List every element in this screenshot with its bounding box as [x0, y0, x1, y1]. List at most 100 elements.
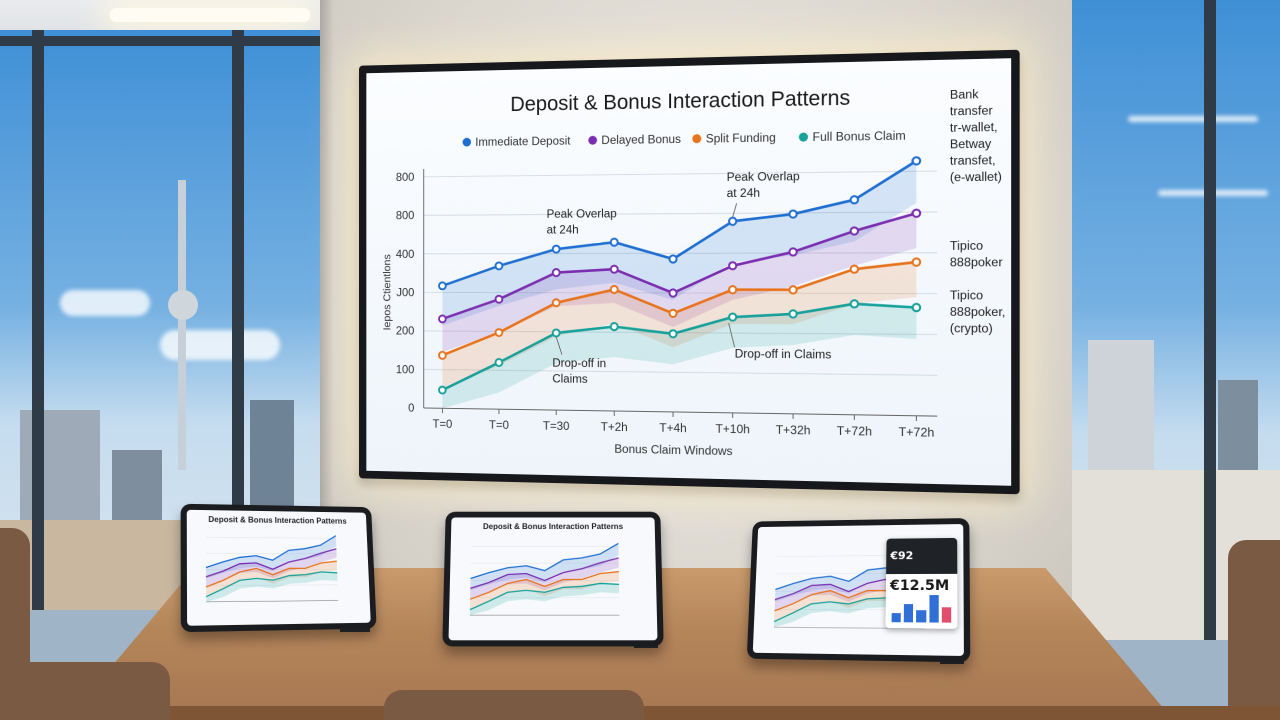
data-point: [851, 265, 858, 272]
data-point: [789, 286, 796, 293]
tablet: Deposit & Bonus Interaction Patterns: [442, 512, 663, 647]
data-point: [729, 313, 736, 320]
data-point: [439, 352, 446, 359]
tablet: Deposit & Bonus Interaction Patterns: [181, 504, 377, 632]
x-tick-label: T+72h: [899, 426, 935, 440]
wall-display: Deposit & Bonus Interaction Patterns Imme…: [359, 50, 1020, 495]
y-tick-label: 800: [396, 209, 415, 222]
x-tick-label: T+10h: [716, 422, 750, 436]
data-point: [553, 269, 560, 276]
annotation-pointer: [733, 203, 737, 217]
kpi-popup-bars: [892, 592, 952, 623]
data-point: [669, 255, 676, 262]
y-tick-label: 400: [396, 248, 415, 261]
kpi-bar: [942, 607, 952, 622]
legend-marker: [799, 132, 808, 141]
y-tick-label: 800: [396, 171, 415, 184]
annotation-label: at 24h: [547, 223, 579, 236]
x-axis: [424, 408, 938, 416]
kpi-bar: [916, 610, 926, 622]
data-point: [913, 210, 921, 217]
data-point: [789, 310, 796, 317]
window-mullion: [1204, 0, 1216, 640]
series-end-label: tr-wallet,: [950, 120, 998, 135]
data-point: [913, 157, 921, 164]
data-point: [669, 289, 676, 296]
kpi-popup: €92 €12.5M: [885, 538, 957, 629]
x-tick-label: T+72h: [837, 424, 872, 438]
chart-title: Deposit & Bonus Interaction Patterns: [510, 86, 850, 116]
series-end-label: (crypto): [950, 322, 993, 336]
series-end-label: Tipico: [950, 239, 984, 253]
y-axis-label: Iepos Ctientlons: [382, 254, 393, 330]
tv-tower: [178, 180, 186, 470]
annotation-label: Peak Overlap: [727, 170, 801, 184]
data-point: [611, 266, 618, 273]
series-end-label: 888poker: [950, 256, 1003, 270]
data-point: [496, 262, 503, 269]
data-point: [496, 296, 503, 303]
mini-x-axis: [206, 601, 338, 602]
chair: [1228, 540, 1280, 720]
chair: [0, 662, 170, 720]
tablet-screen: €92 €12.5M: [753, 524, 964, 656]
data-point: [851, 300, 858, 307]
data-point: [553, 246, 560, 253]
data-point: [789, 210, 796, 217]
x-tick-label: T+4h: [659, 421, 686, 435]
series-end-label: transfer: [950, 104, 993, 119]
legend-marker: [463, 138, 471, 147]
grid-line: [424, 171, 938, 177]
data-point: [439, 282, 446, 289]
legend-marker: [588, 136, 597, 145]
data-point: [611, 286, 618, 293]
x-tick-label: T=0: [489, 419, 509, 432]
mini-line-chart: [187, 510, 371, 626]
tablet-screen: Deposit & Bonus Interaction Patterns: [187, 510, 371, 626]
x-axis-label: Bonus Claim Windows: [614, 443, 732, 459]
legend-marker: [692, 134, 701, 143]
data-point: [669, 310, 676, 317]
series-end-label: (e-wallet): [950, 170, 1002, 184]
series-end-label: Bank: [950, 87, 979, 101]
y-tick-label: J00: [396, 286, 414, 299]
data-point: [669, 330, 676, 337]
cloud: [60, 290, 150, 316]
data-point: [553, 299, 560, 306]
legend-label: Split Funding: [706, 131, 776, 145]
kpi-bar: [892, 613, 901, 622]
annotation-label: Drop-off in: [552, 356, 606, 370]
data-point: [913, 304, 921, 311]
x-tick-label: T+2h: [601, 420, 628, 434]
annotation-label: at 24h: [727, 187, 760, 201]
mini-line-chart: [448, 517, 657, 640]
chair: [384, 690, 644, 720]
tablet: €92 €12.5M: [747, 518, 971, 662]
x-tick-label: T=30: [543, 419, 570, 433]
legend-label: Delayed Bonus: [601, 133, 681, 147]
series-end-label: transfet,: [950, 153, 996, 167]
kpi-popup-kpi: €92: [890, 549, 953, 562]
series-end-label: Tipico: [950, 289, 984, 303]
mini-grid-line: [206, 537, 336, 538]
data-point: [553, 329, 560, 336]
wall-display-screen: Deposit & Bonus Interaction Patterns Imme…: [366, 58, 1011, 486]
kpi-bar: [929, 595, 939, 623]
kpi-popup-header: €92: [886, 538, 957, 574]
y-tick-label: 200: [396, 325, 415, 338]
series-end-label: 888poker,: [950, 305, 1006, 319]
kpi-bar: [904, 604, 914, 622]
data-point: [611, 239, 618, 246]
data-point: [913, 258, 921, 265]
data-point: [496, 329, 503, 336]
y-tick-label: 100: [396, 363, 415, 376]
window-mullion: [32, 30, 44, 610]
data-point: [851, 196, 858, 203]
legend-label: Full Bonus Claim: [813, 129, 906, 144]
data-point: [851, 227, 858, 234]
line-chart: Deposit & Bonus Interaction PatternsImme…: [366, 58, 1011, 486]
ceiling-light: [110, 8, 310, 22]
x-tick-label: T=0: [433, 418, 453, 431]
data-point: [611, 323, 618, 330]
data-point: [496, 359, 503, 366]
